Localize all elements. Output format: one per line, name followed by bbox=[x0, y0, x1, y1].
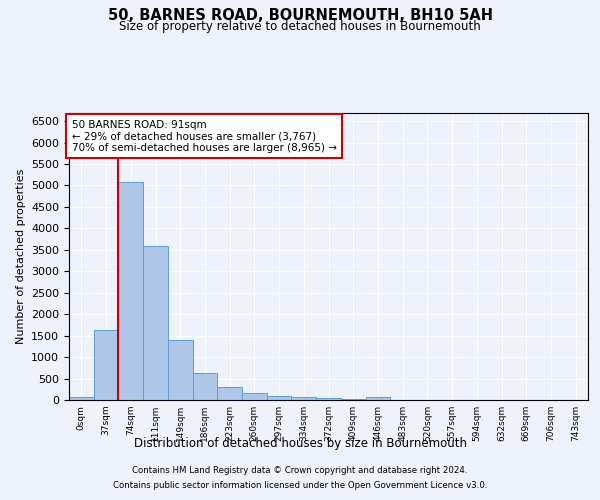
Bar bbox=[267, 396, 292, 400]
Text: 50 BARNES ROAD: 91sqm
← 29% of detached houses are smaller (3,767)
70% of semi-d: 50 BARNES ROAD: 91sqm ← 29% of detached … bbox=[71, 120, 337, 153]
Bar bbox=[365, 398, 390, 400]
Text: Size of property relative to detached houses in Bournemouth: Size of property relative to detached ho… bbox=[119, 20, 481, 33]
Bar bbox=[94, 330, 118, 400]
Text: Contains public sector information licensed under the Open Government Licence v3: Contains public sector information licen… bbox=[113, 481, 487, 490]
Bar bbox=[118, 182, 143, 400]
Bar bbox=[217, 386, 242, 400]
Y-axis label: Number of detached properties: Number of detached properties bbox=[16, 168, 26, 344]
Bar bbox=[292, 397, 316, 400]
Bar bbox=[242, 394, 267, 400]
Text: Contains HM Land Registry data © Crown copyright and database right 2024.: Contains HM Land Registry data © Crown c… bbox=[132, 466, 468, 475]
Bar bbox=[69, 397, 94, 400]
Bar bbox=[168, 340, 193, 400]
Bar bbox=[193, 374, 217, 400]
Text: 50, BARNES ROAD, BOURNEMOUTH, BH10 5AH: 50, BARNES ROAD, BOURNEMOUTH, BH10 5AH bbox=[107, 8, 493, 22]
Bar bbox=[316, 398, 341, 400]
Bar bbox=[143, 246, 168, 400]
Bar bbox=[341, 399, 365, 400]
Text: Distribution of detached houses by size in Bournemouth: Distribution of detached houses by size … bbox=[133, 438, 467, 450]
